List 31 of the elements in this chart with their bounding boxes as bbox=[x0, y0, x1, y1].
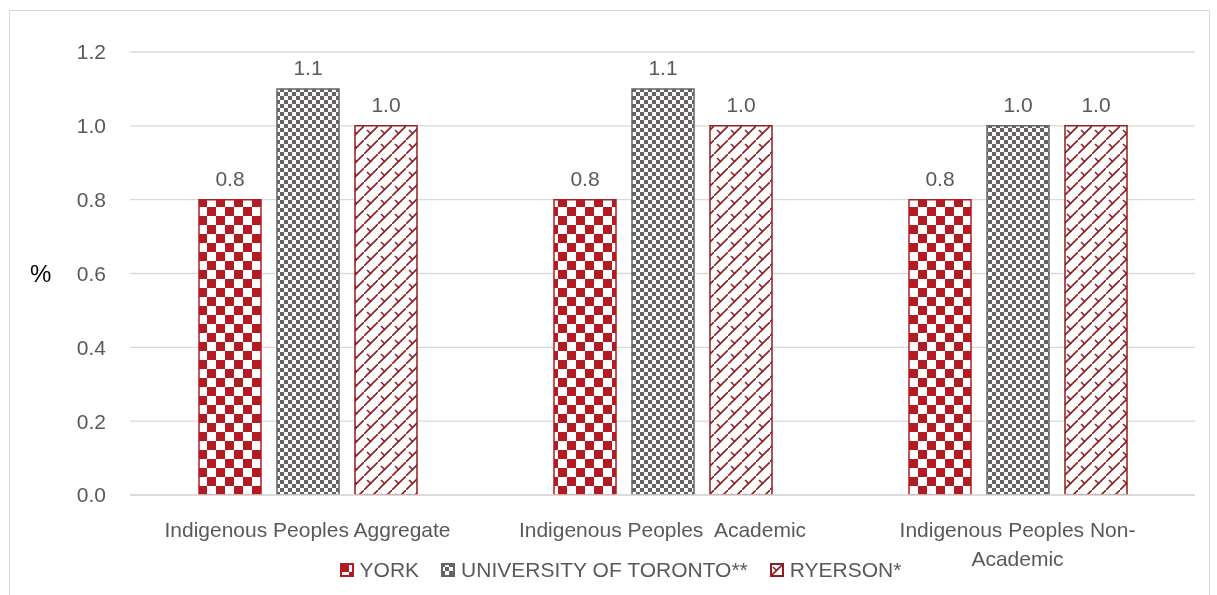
y-tick-label: 1.2 bbox=[76, 40, 106, 64]
y-axis-title: % bbox=[30, 260, 52, 288]
data-label: 1.1 bbox=[648, 55, 678, 79]
bar bbox=[908, 198, 972, 495]
bar bbox=[1064, 125, 1128, 495]
bar bbox=[553, 198, 617, 495]
x-tick-label: Indigenous Peoples Academic bbox=[518, 518, 807, 541]
bar bbox=[198, 198, 262, 495]
legend-label: YORK bbox=[359, 558, 420, 582]
data-label: 0.8 bbox=[925, 166, 955, 190]
bar bbox=[986, 125, 1050, 495]
data-label: 0.8 bbox=[215, 166, 245, 190]
bar bbox=[631, 88, 695, 495]
y-tick-label: 0.0 bbox=[76, 483, 106, 507]
bar bbox=[709, 125, 773, 495]
y-tick-label: 0.6 bbox=[76, 261, 106, 285]
data-label: 1.0 bbox=[371, 92, 401, 116]
y-tick-label: 0.8 bbox=[76, 188, 106, 212]
y-tick-label: 1.0 bbox=[76, 114, 106, 138]
bar bbox=[276, 88, 340, 495]
x-tick-label: Indigenous Peoples Aggregate bbox=[164, 518, 451, 541]
y-tick-label: 0.4 bbox=[76, 335, 107, 359]
legend-label: UNIVERSITY OF TORONTO** bbox=[461, 558, 748, 582]
bar bbox=[354, 125, 418, 495]
data-label: 0.8 bbox=[570, 166, 600, 190]
data-label: 1.0 bbox=[726, 92, 756, 116]
data-label: 1.0 bbox=[1003, 92, 1033, 116]
data-label: 1.0 bbox=[1081, 92, 1111, 116]
data-label: 1.1 bbox=[293, 55, 323, 79]
legend-label: RYERSON* bbox=[789, 558, 902, 582]
y-tick-label: 0.2 bbox=[76, 409, 106, 433]
